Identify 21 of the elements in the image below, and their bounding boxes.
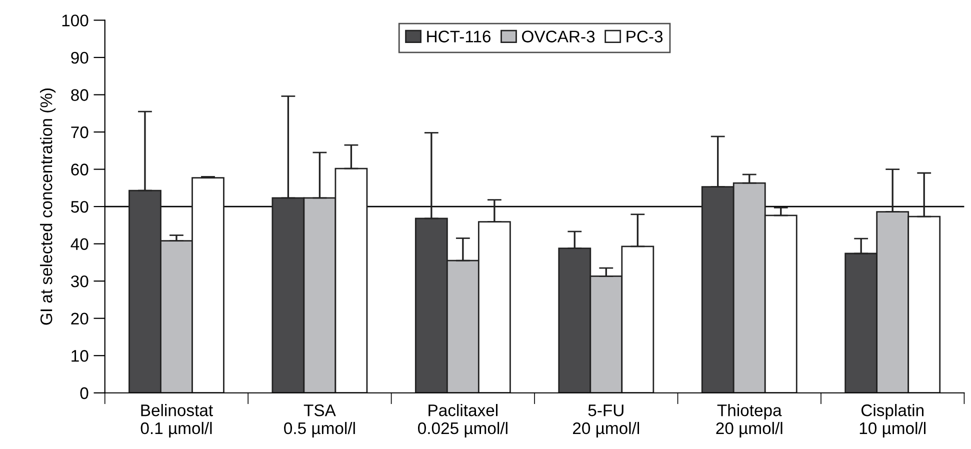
y-tick-label: 100 bbox=[62, 14, 88, 26]
y-tick-label: 50 bbox=[71, 200, 88, 213]
y-axis-title: GI at selected concentration (%) bbox=[40, 88, 56, 325]
legend-label: OVCAR-3 bbox=[522, 30, 595, 42]
x-tick-label: Belinostat 0.1 µmol/l bbox=[140, 404, 213, 438]
legend-label: PC-3 bbox=[626, 30, 663, 42]
y-tick-label: 90 bbox=[71, 52, 88, 64]
y-tick-label: 10 bbox=[72, 350, 88, 362]
x-tick-label: 5-FU 20 µmol/l bbox=[573, 404, 640, 438]
x-tick-label: Paclitaxel 0.025 µmol/l bbox=[418, 404, 508, 438]
x-tick-label: Cisplatin 10 µmol/l bbox=[860, 404, 926, 438]
x-tick-label: Thiotepa 20 µmol/l bbox=[716, 404, 782, 438]
y-tick-label: 20 bbox=[71, 312, 88, 325]
y-tick-label: 70 bbox=[71, 126, 88, 138]
y-tick-label: 30 bbox=[70, 275, 88, 288]
y-tick-label: 80 bbox=[71, 89, 88, 101]
y-tick-label: 60 bbox=[71, 164, 88, 176]
x-tick-label: TSA 0.5 µmol/l bbox=[284, 404, 355, 438]
legend-label: HCT-116 bbox=[427, 30, 491, 42]
y-tick-label: 0 bbox=[80, 387, 88, 400]
y-tick-label: 40 bbox=[70, 238, 88, 250]
